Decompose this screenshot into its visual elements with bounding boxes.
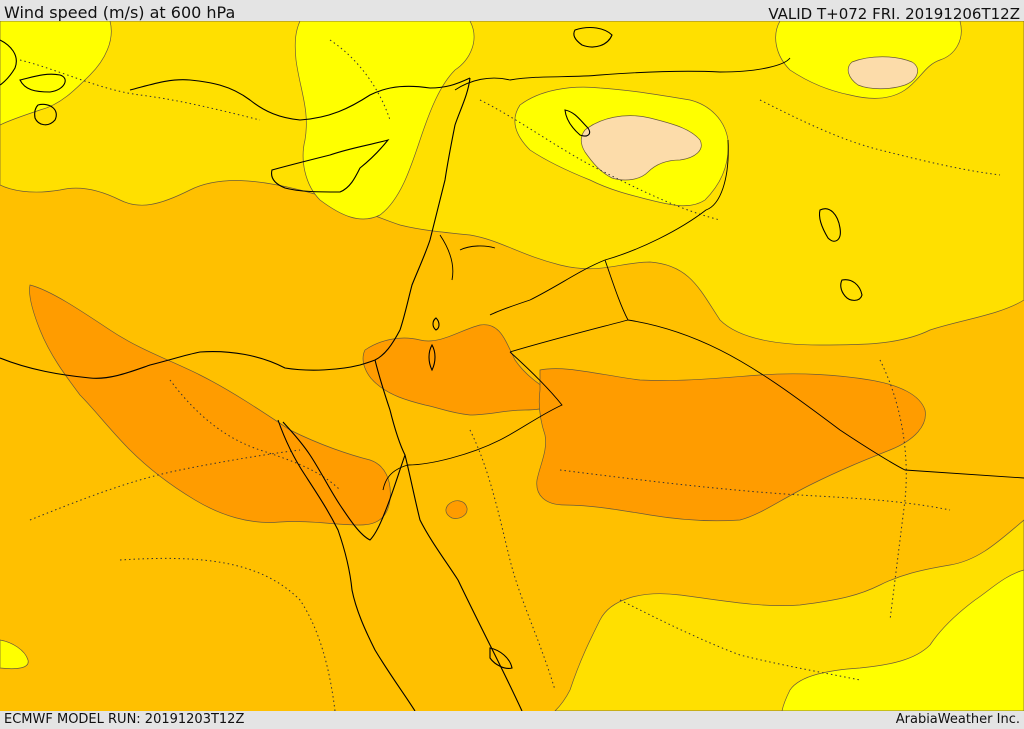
- band-lowest-turkey: [847, 56, 918, 90]
- band-moderate-north: [0, 21, 1024, 346]
- wind-speed-map: [0, 21, 1024, 711]
- band-low-levant-turkey: [294, 21, 475, 220]
- admin-boundaries: [19, 39, 1001, 711]
- header-bar: Wind speed (m/s) at 600 hPa VALID T+072 …: [0, 0, 1024, 23]
- model-run: ECMWF MODEL RUN: 20191203T12Z: [4, 712, 245, 727]
- country-borders: [382, 57, 1024, 491]
- band-low-southeast: [781, 569, 1024, 711]
- footer-bar: ECMWF MODEL RUN: 20191203T12Z ArabiaWeat…: [0, 711, 1024, 729]
- band-highest-saudi-iraq: [536, 368, 926, 522]
- band-lowest-iraq: [580, 115, 702, 181]
- credit-label: ArabiaWeather Inc.: [895, 712, 1020, 727]
- weather-map: [0, 21, 1024, 711]
- map-title: Wind speed (m/s) at 600 hPa: [4, 3, 236, 22]
- band-low-aegean: [0, 21, 112, 126]
- valid-time: VALID T+072 FRI. 20191206T12Z: [768, 5, 1020, 23]
- band-low-west-edge: [0, 639, 29, 670]
- coastlines: [0, 26, 863, 711]
- band-highest-small: [445, 500, 468, 519]
